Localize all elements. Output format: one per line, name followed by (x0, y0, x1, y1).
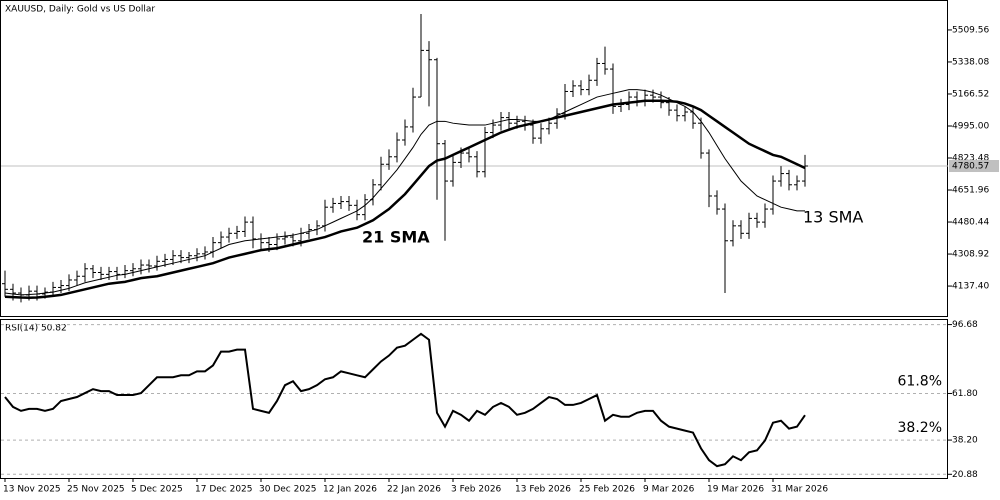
chart-title: XAUUSD, Daily: Gold vs US Dollar (5, 5, 155, 15)
x-tick-label: 25 Feb 2026 (579, 485, 635, 495)
x-tick-label: 13 Nov 2025 (3, 485, 61, 495)
sma-line (4, 99, 806, 299)
y-tick-label: 4137.40 (952, 282, 989, 292)
y-tick-label: 20.88 (952, 470, 978, 480)
x-tick-label: 17 Dec 2025 (195, 485, 253, 495)
x-tick-label: 12 Jan 2026 (323, 485, 377, 495)
rsi-pane (0, 319, 948, 479)
x-tick-label: 19 Mar 2026 (707, 485, 764, 495)
price-pane (0, 0, 948, 317)
x-tick-label: 22 Jan 2026 (387, 485, 441, 495)
sma-label: 21 SMA (362, 228, 430, 247)
last-price-label: 4780.57 (952, 162, 989, 172)
level-label: 38.2% (898, 420, 942, 436)
last-price-box (949, 160, 999, 173)
x-tick-label: 3 Feb 2026 (451, 485, 502, 495)
x-tick-label: 31 Mar 2026 (771, 485, 828, 495)
y-tick-label: 4308.92 (952, 250, 989, 260)
x-tick-label: 9 Mar 2026 (643, 485, 695, 495)
y-tick-label: 61.80 (952, 389, 978, 399)
y-tick-label: 5338.08 (952, 57, 989, 67)
x-tick-label: 30 Dec 2025 (259, 485, 317, 495)
y-tick-label: 4995.00 (952, 121, 989, 131)
y-tick-label: 5509.56 (952, 25, 989, 35)
y-tick-label: 5166.52 (952, 89, 989, 99)
y-tick-label: 4480.44 (952, 218, 989, 228)
sma-line (4, 89, 805, 296)
y-tick-label: 96.68 (952, 320, 978, 330)
level-label: 61.8% (898, 373, 942, 389)
x-tick-label: 5 Dec 2025 (131, 485, 183, 495)
y-tick-label: 4651.96 (952, 186, 989, 196)
rsi-title: RSI(14) 50.82 (5, 324, 67, 334)
y-tick-label: 4823.48 (952, 154, 989, 164)
x-tick-label: 25 Nov 2025 (67, 485, 125, 495)
y-tick-label: 38.20 (952, 436, 978, 446)
x-tick-label: 13 Feb 2026 (515, 485, 571, 495)
rsi-line (4, 332, 806, 468)
sma-label: 13 SMA (803, 208, 863, 227)
